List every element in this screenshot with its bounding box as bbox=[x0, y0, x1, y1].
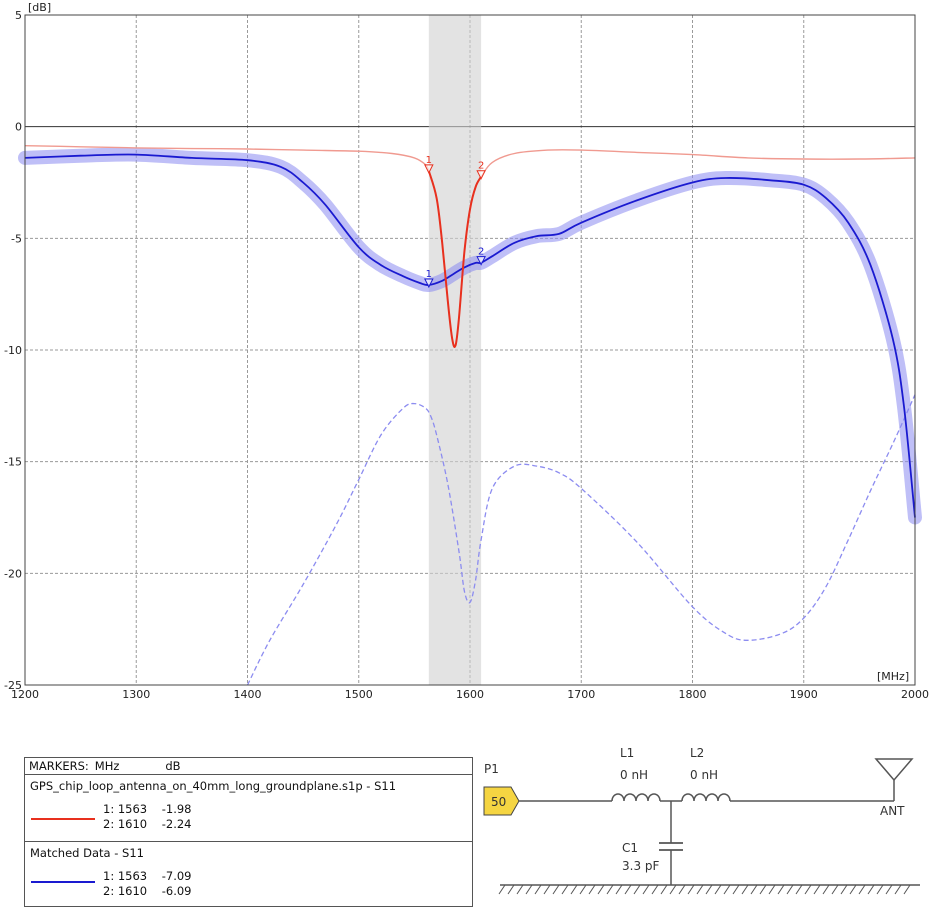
x-tick-label: 2000 bbox=[901, 688, 929, 700]
marker-triangle bbox=[424, 164, 434, 175]
series-line-dashed bbox=[246, 394, 916, 686]
l1-value: 0 nH bbox=[620, 768, 648, 782]
antenna-icon bbox=[874, 758, 914, 782]
s11-chart: 1 2 1 2 1200 1300 1400 1500 1600 1700 1800 1900 200… bbox=[4, 1, 929, 700]
marker-label: 2 bbox=[478, 161, 484, 172]
antenna-label: ANT bbox=[880, 804, 905, 818]
x-tick-label: 1300 bbox=[122, 688, 150, 700]
x-tick-label: 1600 bbox=[456, 688, 484, 700]
marker-row-1: 1: 1563 -1.98 bbox=[103, 802, 192, 816]
ground-hatch-icon bbox=[498, 884, 911, 895]
marker-row-2: 2: 1610 -2.24 bbox=[103, 817, 192, 831]
c1-name: C1 bbox=[622, 841, 638, 855]
x-unit-label: [MHz] bbox=[877, 670, 909, 683]
trace-entry-raw: GPS_chip_loop_antenna_on_40mm_long_groun… bbox=[25, 775, 472, 841]
l1-name: L1 bbox=[620, 746, 634, 760]
port-label: P1 bbox=[484, 762, 499, 776]
inductor-l2-icon bbox=[681, 793, 731, 802]
trace-entry-matched: Matched Data - S11 1: 1563 -7.09 2: 1610… bbox=[25, 841, 472, 908]
markers-header: MARKERS: MHz dB bbox=[25, 758, 472, 775]
x-tick-label: 1200 bbox=[11, 688, 39, 700]
x-tick-label: 1700 bbox=[567, 688, 595, 700]
series-line-raw bbox=[427, 170, 482, 348]
y-unit-label: [dB] bbox=[28, 1, 51, 14]
marker-label: 1 bbox=[426, 155, 432, 166]
plot-frame bbox=[24, 14, 916, 686]
inductor-l1-icon bbox=[611, 793, 661, 802]
y-tick-label: -5 bbox=[11, 232, 22, 245]
l2-name: L2 bbox=[690, 746, 704, 760]
marker-triangle bbox=[476, 256, 486, 266]
frequency-band-highlight bbox=[428, 15, 482, 685]
axis-ticks: 1200 1300 1400 1500 1600 1700 1800 1900 2000 5 0 -5… bbox=[4, 9, 929, 700]
markers-db-heading: dB bbox=[165, 759, 181, 773]
y-tick-label: 0 bbox=[15, 121, 22, 134]
marker-label: 2 bbox=[478, 247, 484, 258]
c1-value: 3.3 pF bbox=[622, 859, 660, 873]
x-tick-label: 1800 bbox=[679, 688, 707, 700]
trace-legend-line bbox=[31, 818, 95, 820]
markers-mhz-heading: MHz bbox=[94, 759, 120, 773]
y-tick-label: -15 bbox=[4, 456, 22, 469]
markers-panel: MARKERS: MHz dB GPS_chip_loop_antenna_on… bbox=[24, 757, 473, 907]
y-tick-label: 5 bbox=[15, 9, 22, 22]
marker-row-2: 2: 1610 -6.09 bbox=[103, 884, 192, 898]
trace-name: Matched Data - S11 bbox=[30, 846, 144, 860]
y-tick-label: -25 bbox=[4, 679, 22, 692]
y-tick-label: -20 bbox=[4, 567, 22, 580]
marker-label: 1 bbox=[426, 269, 432, 280]
l2-value: 0 nH bbox=[690, 768, 718, 782]
marker-layer: 1 2 1 2 bbox=[424, 155, 486, 289]
trace-legend-line bbox=[31, 881, 95, 883]
port-impedance: 50 bbox=[491, 795, 506, 809]
marker-row-1: 1: 1563 -7.09 bbox=[103, 869, 192, 883]
port-symbol bbox=[483, 786, 520, 816]
x-tick-label: 1900 bbox=[790, 688, 818, 700]
x-tick-label: 1500 bbox=[345, 688, 373, 700]
markers-title: MARKERS: bbox=[29, 759, 89, 773]
x-tick-label: 1400 bbox=[234, 688, 262, 700]
y-tick-label: -10 bbox=[4, 344, 22, 357]
trace-name: GPS_chip_loop_antenna_on_40mm_long_groun… bbox=[30, 779, 397, 793]
marker-triangle bbox=[424, 278, 434, 289]
marker-triangle bbox=[476, 170, 486, 180]
